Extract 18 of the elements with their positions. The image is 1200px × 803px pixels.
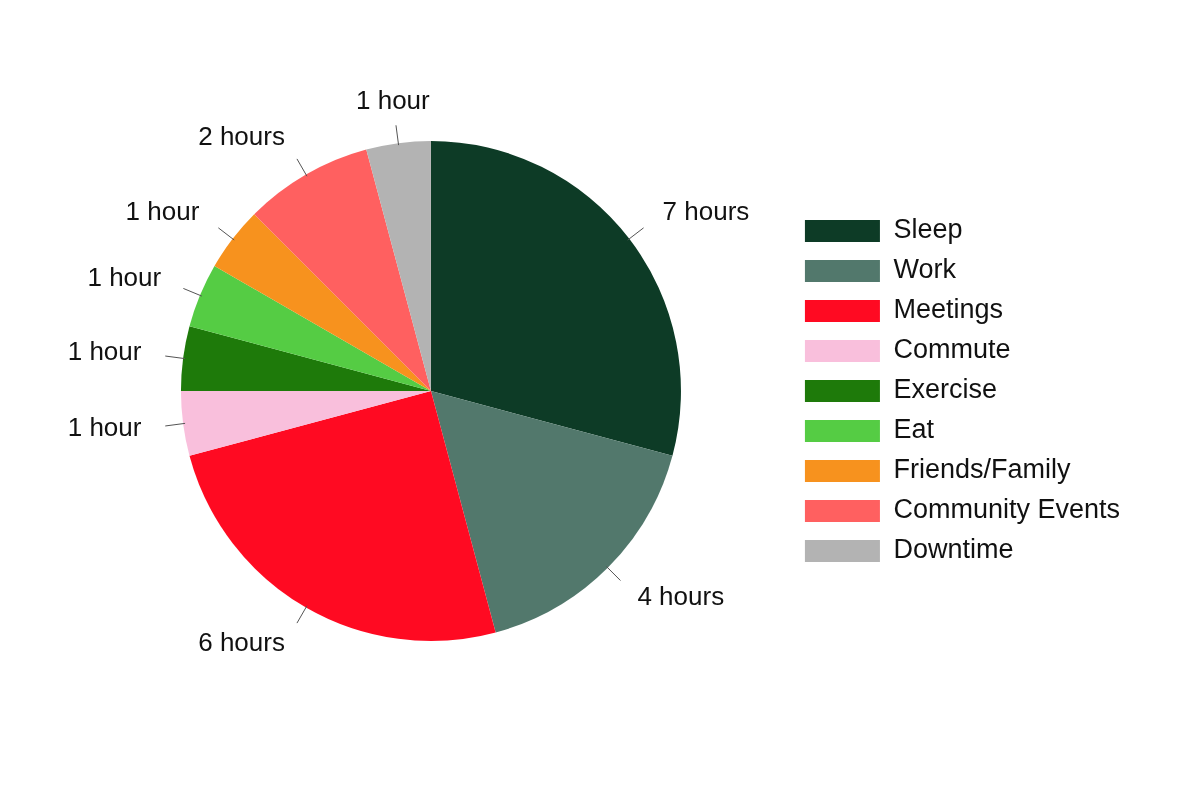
legend-label: Exercise [893, 374, 997, 405]
data-label: 7 hours [662, 196, 750, 227]
data-label: 4 hours [637, 580, 725, 611]
legend-label: Community Events [893, 494, 1120, 525]
legend-label: Meetings [893, 294, 1003, 325]
data-label: 1 hour [87, 262, 162, 293]
legend-label: Eat [893, 414, 935, 445]
legend-label: Commute [893, 334, 1011, 365]
data-label: 1 hour [67, 412, 142, 443]
data-label: 1 hour [67, 336, 142, 367]
data-label: 1 hour [125, 196, 200, 227]
legend-label: Work [893, 254, 957, 285]
legend-label: Friends/Family [893, 454, 1071, 485]
legend-label: Sleep [893, 214, 963, 245]
legend-label: Downtime [893, 534, 1014, 565]
data-label: 1 hour [355, 84, 431, 115]
data-label: 2 hours [198, 121, 285, 152]
data-label: 6 hours [198, 627, 285, 658]
